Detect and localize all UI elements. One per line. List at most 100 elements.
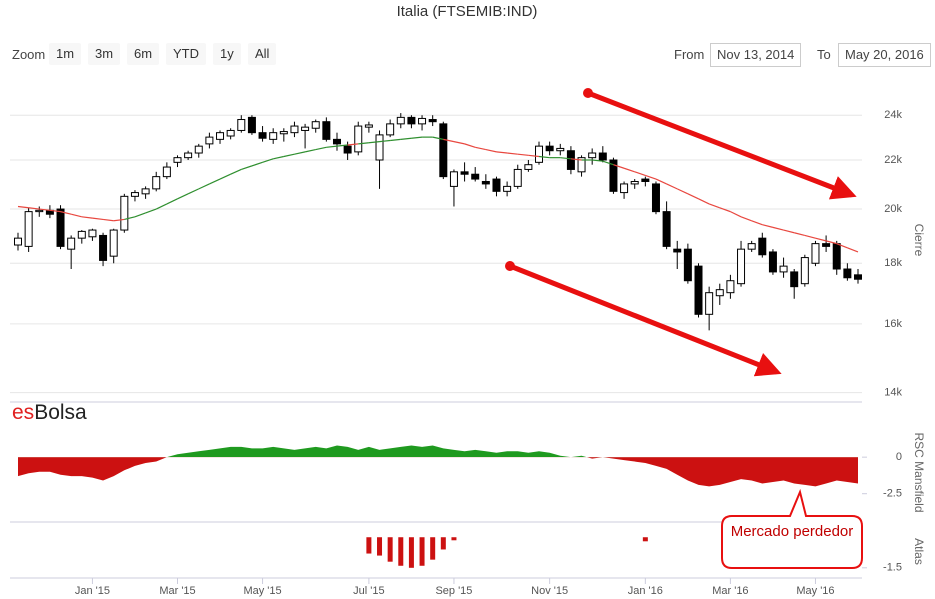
moving-average xyxy=(666,183,678,190)
bar xyxy=(451,537,457,541)
candle-body xyxy=(88,229,97,238)
moving-average xyxy=(836,243,848,249)
candle-body xyxy=(790,271,799,288)
candle-body xyxy=(620,183,629,194)
candle-body xyxy=(418,117,427,125)
moving-average xyxy=(379,139,391,143)
y-tick-label: -2.5 xyxy=(883,488,902,500)
zoom-button[interactable]: 1m xyxy=(49,43,82,65)
bar xyxy=(642,537,648,542)
candle-body xyxy=(651,183,660,213)
moving-average xyxy=(187,188,200,195)
to-input[interactable]: May 20, 2016 xyxy=(838,43,931,67)
candle-body xyxy=(205,136,214,145)
candle-body xyxy=(173,157,182,163)
moving-average xyxy=(751,220,763,226)
x-tick-label: Nov '15 xyxy=(531,585,568,597)
candle-body xyxy=(194,145,203,154)
moving-average xyxy=(326,145,338,148)
y-axis-title: Atlas xyxy=(912,538,926,565)
moving-average xyxy=(475,146,486,151)
moving-average xyxy=(81,216,93,219)
moving-average xyxy=(762,224,774,228)
from-label: From xyxy=(674,47,705,62)
candle-body xyxy=(556,147,565,152)
candle-body xyxy=(290,125,299,134)
moving-average xyxy=(134,212,146,218)
moving-average xyxy=(241,165,253,171)
moving-average xyxy=(804,234,816,239)
y-tick-label: 16k xyxy=(884,318,902,330)
moving-average xyxy=(772,226,784,231)
candle-body xyxy=(301,126,310,131)
moving-average xyxy=(145,208,157,214)
candle-body xyxy=(577,157,586,173)
candle-body xyxy=(152,176,161,190)
moving-average xyxy=(560,157,571,160)
moving-average xyxy=(262,158,274,163)
candle-body xyxy=(492,178,501,192)
moving-average xyxy=(825,240,837,245)
bar xyxy=(398,537,404,566)
candle-body xyxy=(641,178,650,182)
x-tick-label: May '15 xyxy=(243,585,281,597)
moving-average xyxy=(71,213,82,218)
moving-average xyxy=(719,207,731,213)
moving-average xyxy=(390,138,401,142)
candle-body xyxy=(758,237,767,256)
candle-body xyxy=(237,119,246,131)
moving-average xyxy=(347,143,359,146)
candle-body xyxy=(513,168,522,187)
candle-body xyxy=(588,152,597,159)
moving-average xyxy=(304,148,316,153)
x-tick-label: Jul '15 xyxy=(353,585,384,597)
moving-average xyxy=(230,168,242,175)
zoom-button[interactable]: 6m xyxy=(127,43,160,65)
candle-body xyxy=(481,180,490,185)
zoom-button[interactable]: 1y xyxy=(213,43,241,65)
candle-body xyxy=(322,121,331,140)
zoom-button[interactable]: YTD xyxy=(166,43,206,65)
candle-body xyxy=(747,243,756,250)
moving-average xyxy=(113,218,125,222)
trend-arrows xyxy=(505,88,857,377)
candle-body xyxy=(67,237,76,250)
rsc-area-negative xyxy=(18,457,858,487)
moving-average xyxy=(623,167,635,173)
candle-body xyxy=(141,188,150,195)
brand-name: Bolsa xyxy=(34,401,87,424)
candle-body xyxy=(843,268,852,279)
moving-average xyxy=(368,141,380,144)
moving-average xyxy=(411,136,423,139)
candle-body xyxy=(428,119,437,123)
candle-body xyxy=(811,243,820,264)
candle-body xyxy=(407,116,416,125)
candle-body xyxy=(14,237,22,246)
x-tick-label: Mar '16 xyxy=(712,585,748,597)
candle-body xyxy=(705,292,714,315)
bar xyxy=(430,537,436,560)
candle-body xyxy=(460,171,469,175)
from-input[interactable]: Nov 13, 2014 xyxy=(710,43,802,67)
arrow xyxy=(509,263,782,377)
candle-body xyxy=(354,125,363,153)
callout-text: Mercado perdedor xyxy=(730,523,854,540)
moving-average xyxy=(60,211,72,215)
candle-body xyxy=(832,243,841,270)
candle-body xyxy=(184,152,193,159)
zoom-button[interactable]: All xyxy=(248,43,277,65)
y-axis-title: RSC Mansfield xyxy=(912,432,926,512)
rsc-area-positive xyxy=(166,445,587,458)
x-tick-label: Jan '16 xyxy=(628,585,663,597)
moving-average xyxy=(102,218,114,222)
moving-average xyxy=(251,161,263,167)
candle-body xyxy=(779,265,788,273)
moving-average xyxy=(528,154,540,158)
zoom-button[interactable]: 3m xyxy=(88,43,121,65)
candle-body xyxy=(364,124,373,128)
x-tick-label: May '16 xyxy=(796,585,834,597)
candle-body xyxy=(683,248,692,282)
moving-average xyxy=(400,137,412,140)
moving-average xyxy=(592,159,603,162)
